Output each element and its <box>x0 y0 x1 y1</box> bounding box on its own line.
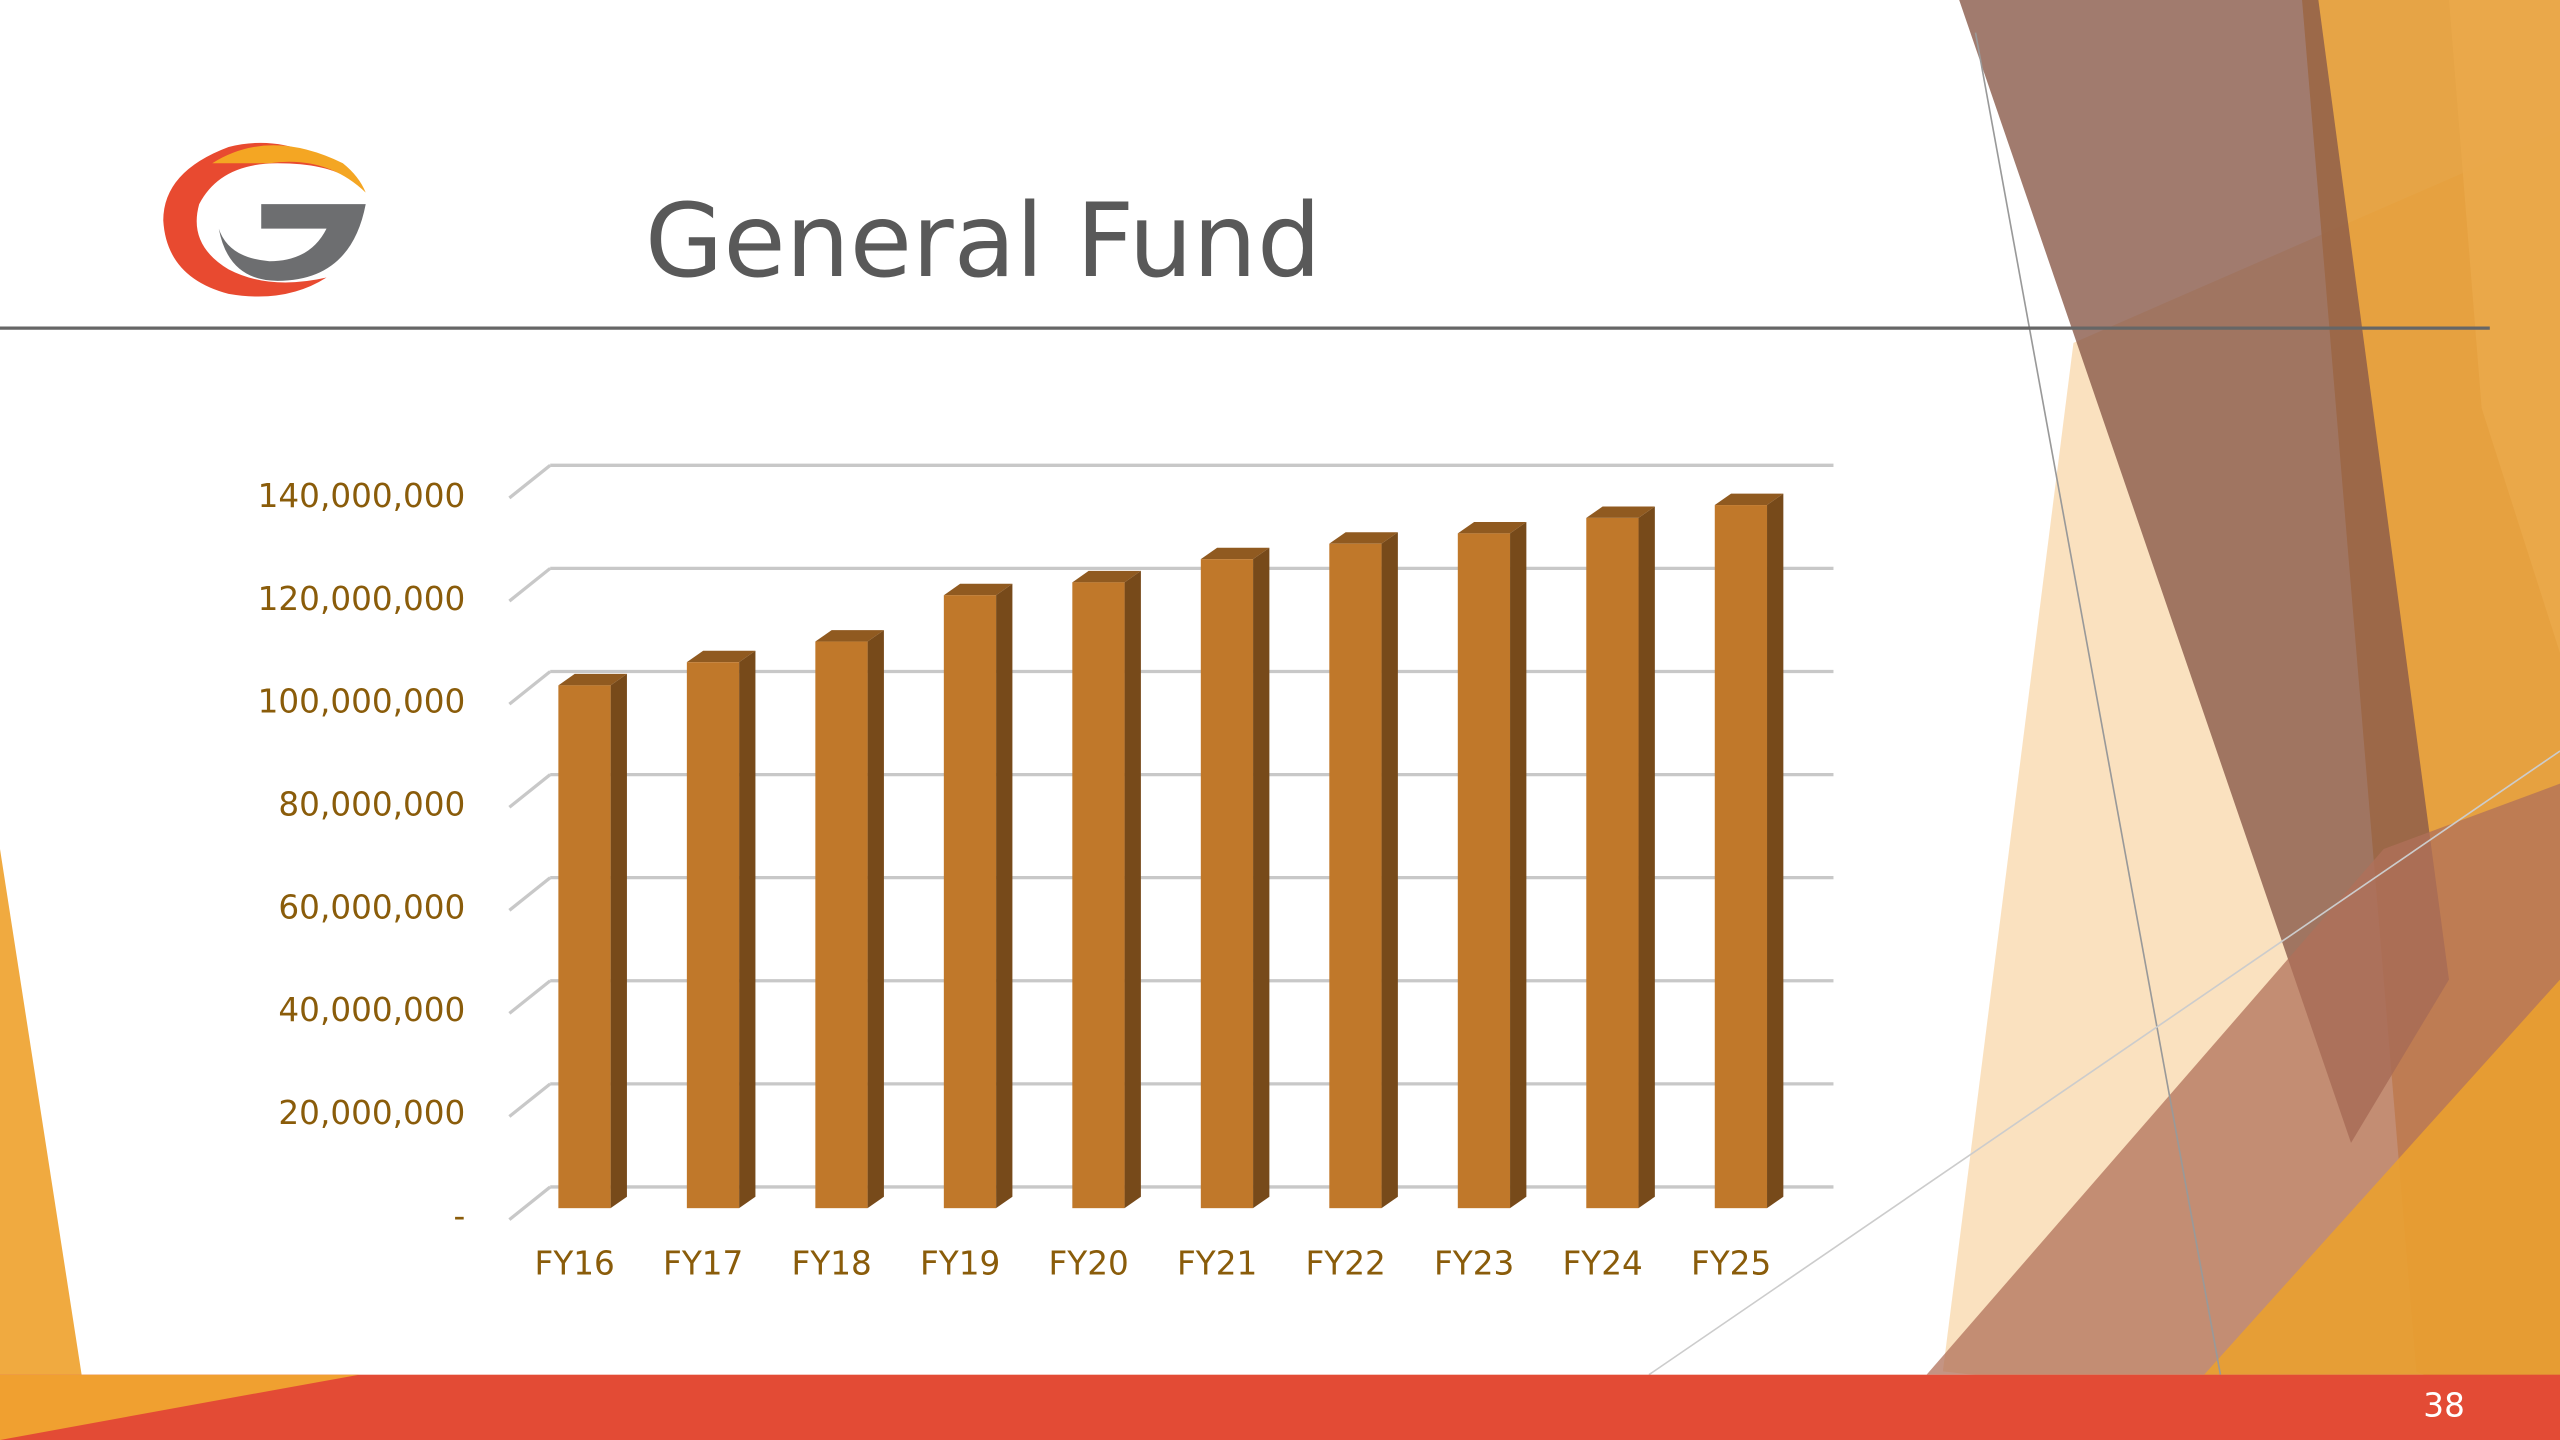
y-tick-label: 40,000,000 <box>278 991 465 1029</box>
grid-line-side <box>508 1185 552 1221</box>
bar-side <box>867 630 884 1209</box>
grid-line-side <box>508 567 552 603</box>
bar <box>1457 521 1527 1209</box>
x-tick-label: FY24 <box>1562 1244 1642 1282</box>
bar-front <box>558 685 611 1209</box>
y-tick-label: 140,000,000 <box>258 477 466 515</box>
x-tick-label: FY19 <box>920 1244 1000 1282</box>
x-tick-label: FY16 <box>535 1244 615 1282</box>
logo <box>163 142 366 297</box>
slide-number: 38 <box>2423 1386 2465 1424</box>
bar-front <box>1329 543 1382 1209</box>
grid-line-side <box>508 670 552 706</box>
x-tick-label: FY17 <box>663 1244 743 1282</box>
x-tick-label: FY21 <box>1177 1244 1257 1282</box>
bar <box>1200 547 1270 1209</box>
x-tick-label: FY23 <box>1434 1244 1514 1282</box>
footer-band <box>0 1374 2560 1440</box>
y-tick-label: 100,000,000 <box>258 683 466 721</box>
x-tick-label: FY20 <box>1049 1244 1129 1282</box>
bar-front <box>1457 533 1511 1209</box>
bar-front <box>943 595 997 1209</box>
bar-top <box>1200 547 1270 560</box>
x-tick-label: FY18 <box>792 1244 872 1282</box>
y-tick-label: 80,000,000 <box>278 786 465 824</box>
bar-side <box>610 673 627 1209</box>
grid-line-side <box>508 979 552 1015</box>
bar <box>1329 532 1398 1209</box>
grid-line-side <box>508 464 552 500</box>
footer-swoosh <box>0 1374 360 1440</box>
bar-side <box>996 583 1013 1209</box>
y-tick-label: 120,000,000 <box>258 580 466 618</box>
bar-front <box>815 641 868 1209</box>
bar-side <box>1124 570 1141 1209</box>
bar-top <box>1586 506 1655 518</box>
bar <box>686 650 756 1209</box>
x-tick-label: FY22 <box>1306 1244 1386 1282</box>
chart-title: General Fund <box>645 182 1321 300</box>
bar <box>1714 493 1784 1209</box>
bar <box>815 630 884 1209</box>
bar-front <box>1200 559 1254 1209</box>
bar-top <box>1072 570 1141 583</box>
bar-side <box>739 650 756 1209</box>
bar <box>1072 570 1141 1209</box>
y-tick-label: 20,000,000 <box>278 1094 465 1132</box>
bar <box>943 583 1013 1209</box>
bar-front <box>686 662 740 1209</box>
bar <box>1586 506 1655 1209</box>
x-tick-label: FY25 <box>1691 1244 1771 1282</box>
bar-side <box>1767 493 1784 1209</box>
y-tick-label: 60,000,000 <box>278 888 465 926</box>
grid-line-side <box>508 773 552 809</box>
bar-side <box>1253 547 1270 1209</box>
plot: - 20,000,000 40,000,000 60,000,000 80,000,00… <box>258 463 1834 1282</box>
bar-front <box>1714 505 1768 1209</box>
bar-top <box>943 583 1013 596</box>
bar-front <box>1072 582 1125 1209</box>
bar-side <box>1638 506 1655 1209</box>
grid-line-side <box>508 876 552 912</box>
bar-top <box>686 650 756 663</box>
bar-top <box>1714 493 1784 506</box>
bar-side <box>1510 521 1527 1209</box>
bar-top <box>1457 521 1527 534</box>
bar <box>558 673 627 1209</box>
bar-top <box>1329 532 1398 544</box>
grid-line-side <box>508 1082 552 1118</box>
bar-top <box>558 673 627 686</box>
y-tick-label: - <box>454 1197 466 1235</box>
bar-side <box>1381 532 1398 1209</box>
bar-front <box>1586 517 1639 1209</box>
bar-top <box>815 630 884 642</box>
